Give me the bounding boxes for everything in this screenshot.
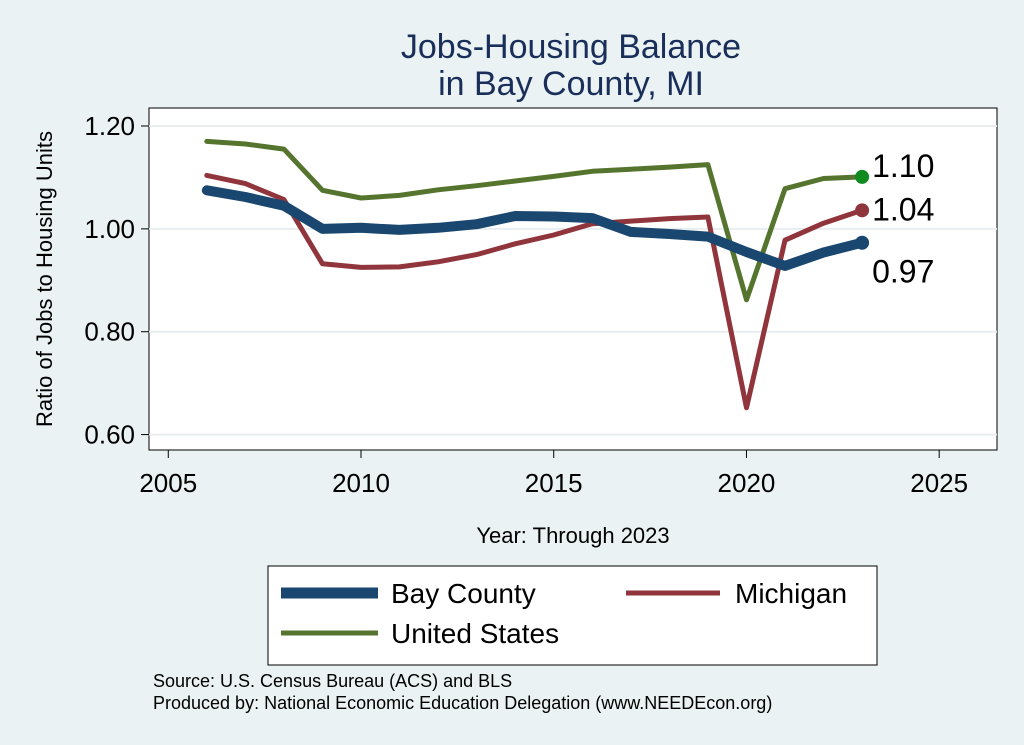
- x-tick-label: 2005: [139, 468, 197, 498]
- end-marker-united-states: [855, 169, 870, 184]
- x-tick-label: 2025: [910, 468, 968, 498]
- x-tick-label: 2010: [332, 468, 390, 498]
- chart-title-line-2: in Bay County, MI: [438, 65, 704, 103]
- series-line-united-states: [204, 138, 865, 303]
- x-tick-label: 2020: [718, 468, 776, 498]
- source-note: Source: U.S. Census Bureau (ACS) and BLS: [153, 671, 512, 691]
- y-tick-label: 0.80: [84, 317, 135, 347]
- end-value-label-united-states: 1.10: [872, 148, 934, 184]
- end-marker-michigan: [855, 203, 870, 218]
- end-markers: 1.10 1.04 0.97: [855, 148, 934, 290]
- series-line-michigan: [204, 172, 865, 411]
- end-value-label-michigan: 1.04: [872, 191, 934, 227]
- produced-by-note: Produced by: National Economic Education…: [153, 693, 772, 713]
- legend-label-bay-county: Bay County: [391, 578, 536, 609]
- y-tick-label: 1.00: [84, 214, 135, 244]
- y-tick-label: 0.60: [84, 420, 135, 450]
- legend: Bay County Michigan United States: [267, 565, 878, 666]
- plot-area: [148, 107, 998, 451]
- legend-label-united-states: United States: [391, 618, 559, 649]
- chart-title-line-1: Jobs-Housing Balance: [401, 28, 741, 66]
- x-tick-label: 2015: [525, 468, 583, 498]
- y-axis-label: Ratio of Jobs to Housing Units: [32, 131, 57, 427]
- legend-label-michigan: Michigan: [735, 578, 847, 609]
- x-axis-label: Year: Through 2023: [476, 523, 669, 548]
- series-line-bay-county: [201, 185, 868, 271]
- end-value-label-bay-county: 0.97: [872, 254, 934, 290]
- end-marker-bay-county: [855, 235, 870, 250]
- series-lines: [201, 138, 868, 411]
- y-tick-label: 1.20: [84, 111, 135, 141]
- y-axis: 0.60 0.80 1.00 1.20: [84, 111, 149, 450]
- x-axis: 2005 2010 2015 2020 2025: [139, 450, 968, 498]
